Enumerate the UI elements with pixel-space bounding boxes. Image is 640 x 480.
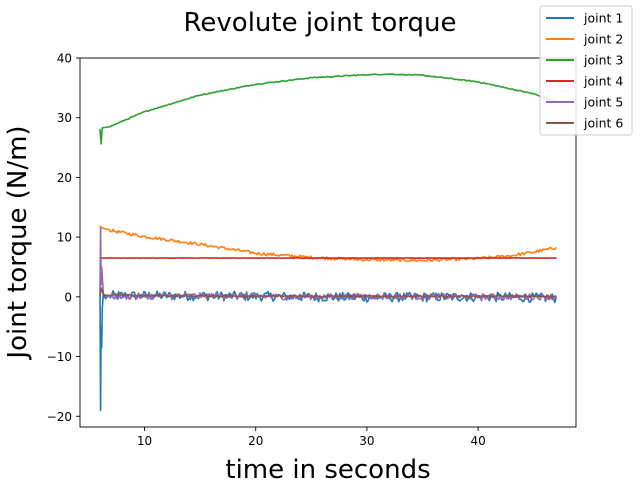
- y-tick-label: 30: [57, 111, 72, 125]
- legend-label: joint 3: [583, 53, 623, 68]
- y-tick-label: 0: [64, 290, 72, 304]
- legend-label: joint 5: [583, 95, 623, 110]
- x-tick-label: 10: [137, 434, 152, 448]
- series-line-joint-6: [99, 287, 557, 298]
- legend: joint 1 joint 2 joint 3 joint 4 joint 5 joint…: [539, 5, 633, 136]
- y-tick-label: 10: [57, 231, 72, 245]
- legend-label: joint 4: [583, 74, 623, 89]
- plot-series-group: [99, 73, 557, 412]
- y-tick-label: 40: [57, 52, 72, 66]
- chart-title: Revolute joint torque: [184, 8, 457, 38]
- plot-frame: [79, 57, 577, 428]
- y-tick-label: 20: [57, 171, 72, 185]
- axis-ticks-group: 10 20 30 40 −20 −10 0 10 20 30 40: [47, 52, 486, 449]
- y-axis-label: Joint torque (N/m): [3, 125, 33, 360]
- legend-label: joint 6: [583, 116, 623, 131]
- x-tick-label: 20: [248, 434, 263, 448]
- x-tick-label: 40: [470, 434, 485, 448]
- legend-label: joint 1: [583, 11, 623, 26]
- y-tick-label: −20: [47, 410, 72, 424]
- y-tick-label: −10: [47, 350, 72, 364]
- series-line-joint-3: [99, 73, 557, 145]
- legend-label: joint 2: [583, 32, 623, 47]
- x-tick-label: 30: [359, 434, 374, 448]
- x-axis-label: time in seconds: [225, 455, 430, 480]
